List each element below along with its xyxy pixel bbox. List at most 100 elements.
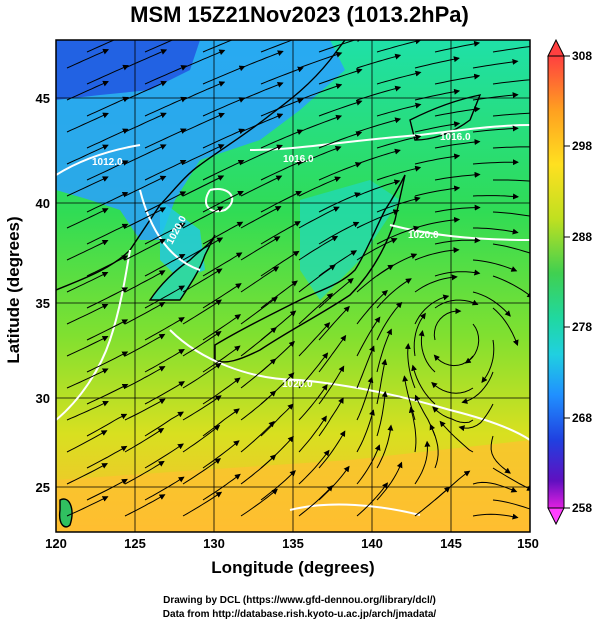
streamline <box>356 117 402 133</box>
streamline <box>240 50 284 69</box>
streamline <box>492 307 519 347</box>
streamline <box>433 354 474 367</box>
streamline <box>376 278 412 309</box>
streamline <box>472 291 511 317</box>
streamline <box>472 58 519 69</box>
streamline <box>144 96 187 117</box>
streamline <box>66 239 109 261</box>
streamline <box>473 227 519 235</box>
streamline <box>356 376 374 421</box>
streamline <box>66 303 109 325</box>
streamline <box>124 460 165 485</box>
streamline <box>413 312 426 357</box>
credit-data: Data from http://database.rish.kyoto-u.a… <box>162 609 437 620</box>
x-tick-label: 145 <box>440 536 462 551</box>
streamline <box>66 176 109 197</box>
streamline <box>414 274 458 293</box>
y-tick-label: 25 <box>36 480 50 495</box>
streamline <box>86 319 129 341</box>
wind-streamlines <box>66 40 530 520</box>
streamline <box>182 237 224 261</box>
x-tick-label: 150 <box>517 536 539 551</box>
streamline <box>318 305 350 341</box>
coastlines <box>56 40 482 528</box>
streamline <box>356 264 394 293</box>
isobar-label: 1020.0 <box>408 230 439 241</box>
streamline <box>202 377 241 405</box>
streamline <box>414 56 460 69</box>
streamline <box>260 470 296 501</box>
streamline <box>144 191 187 213</box>
streamline <box>86 223 129 245</box>
streamline <box>260 250 300 277</box>
streamline <box>318 334 347 373</box>
streamline <box>66 463 108 485</box>
streamline <box>66 336 109 357</box>
streamline <box>86 160 129 181</box>
streamline <box>376 328 392 373</box>
streamline <box>376 461 403 501</box>
streamline <box>298 415 327 453</box>
streamline <box>182 331 222 357</box>
streamline <box>144 411 184 437</box>
streamline <box>260 40 305 53</box>
streamline <box>318 192 361 213</box>
streamline <box>240 266 280 293</box>
streamline <box>356 209 400 229</box>
streamline <box>260 190 303 213</box>
streamline <box>202 283 242 309</box>
streamline <box>458 403 494 432</box>
colorbar-tick-label: 268 <box>572 411 592 425</box>
streamline <box>124 238 166 261</box>
streamline <box>144 159 187 181</box>
streamline <box>202 65 246 85</box>
streamline <box>240 327 277 357</box>
streamline <box>202 221 244 245</box>
streamline <box>182 491 223 517</box>
streamline <box>124 494 166 517</box>
x-tick-label: 120 <box>45 536 67 551</box>
streamline <box>356 290 388 325</box>
streamline <box>240 144 283 165</box>
streamline <box>414 88 461 101</box>
streamline <box>124 333 166 357</box>
plot-frame <box>55 39 531 533</box>
streamline <box>144 254 186 277</box>
streamline <box>66 271 109 293</box>
streamline <box>492 467 530 491</box>
streamline <box>298 485 334 517</box>
streamline <box>124 302 166 325</box>
streamline <box>472 481 518 493</box>
streamline <box>433 308 462 341</box>
streamline <box>472 125 519 133</box>
streamline <box>434 171 481 181</box>
colorbar-tick-label: 278 <box>572 320 592 334</box>
y-tick-label: 45 <box>36 91 50 106</box>
colorbar-max-arrow <box>547 38 565 57</box>
streamline <box>202 252 243 277</box>
streamline <box>376 134 422 149</box>
streamline <box>356 316 381 357</box>
streamline <box>66 430 108 453</box>
streamline <box>202 128 245 149</box>
streamline <box>124 207 167 229</box>
streamline <box>240 175 283 197</box>
streamline <box>298 384 328 421</box>
streamline <box>298 51 343 69</box>
streamline <box>144 222 186 245</box>
colorbar: 308 298 288 278 268 258 <box>547 38 592 526</box>
streamline <box>492 112 530 117</box>
streamline <box>202 440 240 469</box>
streamline <box>86 128 129 149</box>
streamline <box>318 99 363 117</box>
streamline <box>298 176 341 197</box>
streamline <box>240 488 278 517</box>
streamline <box>414 247 460 261</box>
streamline <box>318 250 358 277</box>
streamline <box>318 162 362 181</box>
streamline <box>144 317 185 341</box>
streamline <box>240 296 278 325</box>
isobar-label: 1016.0 <box>283 154 314 165</box>
streamline <box>86 255 129 277</box>
streamline <box>432 406 474 424</box>
